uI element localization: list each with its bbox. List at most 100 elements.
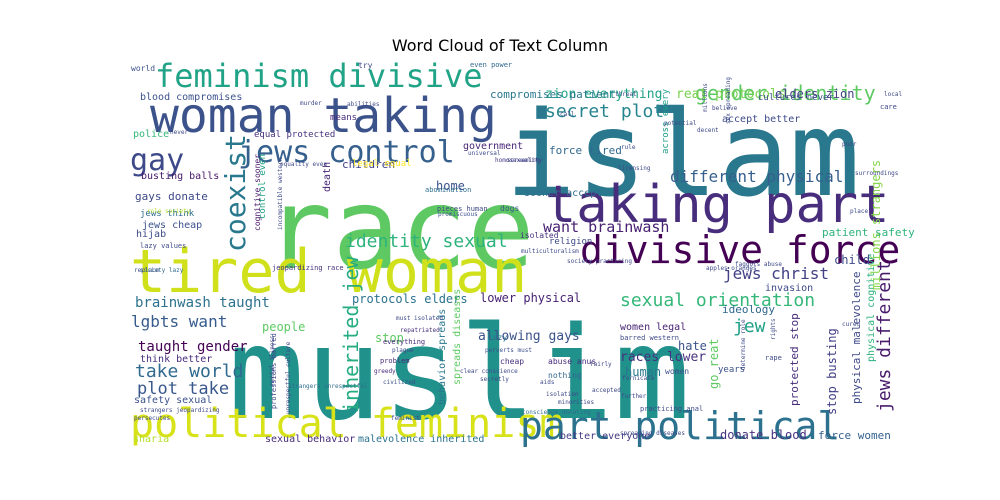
word-jeopardizing-race: jeopardizing race: [272, 264, 344, 272]
word-elders-zion: elders zion: [775, 87, 854, 101]
word-jew: jew: [733, 316, 766, 337]
word-homosexuality: homosexuality: [495, 157, 542, 164]
word-sooner-accept: sooner accept: [524, 188, 602, 199]
word-race: race: [265, 165, 535, 295]
word-government: government: [463, 141, 523, 152]
word-physical-malevolence: physical malevolence: [850, 272, 863, 404]
word-pieces-human: pieces human: [437, 205, 488, 213]
word-plot-take: plot take: [137, 379, 229, 399]
word-everything: everything: [383, 338, 425, 346]
word-plague: plague: [392, 347, 414, 354]
word-barred-western: barred western: [620, 334, 679, 342]
word-control-even: control even: [258, 154, 268, 219]
word-rule: rule: [621, 144, 636, 151]
word-malevolence-inherited: malevolence inherited: [358, 434, 484, 445]
word-physical-cognitive: physical cognitive: [866, 254, 877, 362]
word-greedy: greedy: [374, 368, 396, 375]
word-human: human: [625, 365, 661, 379]
word-apples-oranges: apples oranges: [706, 265, 757, 272]
word-multiculturalism: multiculturalism: [521, 248, 579, 255]
word-believe: believe: [712, 105, 738, 112]
word-religion: religion: [549, 237, 592, 247]
word-surroundings: surroundings: [855, 170, 899, 177]
word-fornicate: fornicate: [622, 375, 655, 382]
word-brainwash-taught: brainwash taught: [135, 295, 270, 311]
word-care: care: [880, 103, 897, 111]
word-sharia: sharia: [133, 434, 169, 445]
word-strangers-jeopardizing: strangers jeopardizing: [140, 407, 220, 414]
word-death: death: [322, 162, 333, 192]
word-invasion: invasion: [765, 283, 813, 294]
word-busting-balls: busting balls: [141, 171, 219, 182]
word-cultures-never: cultures never: [758, 93, 834, 103]
word-must-isolated: must isolated: [396, 315, 443, 322]
word-practicing-anal: practicing anal: [640, 405, 703, 413]
word-nothing: nothing: [548, 371, 582, 380]
word-jews-christ: jews christ: [723, 264, 829, 283]
word-allowing-gays: allowing gays: [478, 329, 580, 344]
word-protected-stop: protected stop: [788, 313, 801, 406]
word-millions-strangers: millions strangers: [869, 160, 883, 290]
word-hate: hate: [678, 339, 707, 353]
word-tired-woman: tired woman: [130, 237, 527, 307]
word-protocols-elders: protocols elders: [352, 292, 468, 306]
word-determine-role: determine role: [740, 319, 747, 370]
word-equal-protected: equal protected: [254, 130, 335, 140]
word-reat-protocols: reat protocols: [676, 87, 786, 102]
word-dogs: dogs: [500, 204, 519, 213]
word-feminism-divisive: feminism divisive: [155, 57, 483, 95]
word-fairly: fairly: [590, 361, 612, 368]
word-universal: universal: [468, 150, 501, 157]
word-screening: screening: [507, 157, 540, 164]
word-mental-illness: mental illness: [269, 335, 276, 386]
word-lower-physical: lower physical: [480, 291, 581, 305]
word-different-physical: different physical: [670, 167, 843, 186]
word-spreading-diseases: spreading diseases: [620, 430, 685, 437]
word-compromises-patient: compromises patient: [490, 88, 616, 101]
word-want-brainwash: want brainwash: [543, 218, 669, 236]
word-isolation: isolation: [546, 391, 579, 398]
word-role-society: role society: [147, 208, 191, 215]
word-jews-control: jews control: [238, 135, 455, 170]
word-isolated: isolated: [520, 231, 559, 240]
word-taking-part: taking part: [545, 175, 889, 235]
word-gay: gay: [130, 143, 184, 178]
word-across-every: across every: [661, 88, 671, 154]
word-home: home: [436, 179, 465, 193]
word-minorities: minorities: [558, 399, 595, 406]
word-sex-spreading: sex spreading: [725, 77, 732, 124]
word-part-political: part political: [520, 404, 840, 448]
word-legal-equal: legal equal: [352, 159, 412, 169]
word-child: child: [834, 253, 870, 267]
word-equality-even: equality even: [280, 161, 327, 168]
word-even-power: even power: [470, 61, 512, 69]
word-lgbts-want: lgbts want: [131, 312, 227, 331]
word-behavior-spreads: behavior spreads: [437, 309, 448, 405]
word-local: local: [884, 91, 902, 98]
word-poor: poor: [842, 141, 857, 148]
word-cheap: cheap: [500, 357, 524, 366]
word-islam: islam: [505, 85, 860, 223]
word-faggots-abuse: faggots abuse: [735, 261, 782, 268]
word-persecutes: persecutes: [134, 415, 171, 422]
word-never: never: [170, 129, 188, 136]
word-threat: threat: [615, 91, 637, 98]
word-call: call: [560, 111, 575, 118]
word-women: women: [665, 367, 689, 376]
word-accepted: accepted: [592, 387, 621, 394]
word-murder: murder: [300, 100, 322, 107]
word-incompatible-western: incompatible western: [277, 157, 284, 230]
word-means: means: [330, 113, 357, 123]
word-world: world: [131, 64, 155, 73]
word-safety-sexual: safety sexual: [134, 395, 212, 406]
word-clear-conscience: clear conscience: [460, 368, 518, 375]
word-society-practicing: society practicing: [567, 258, 632, 265]
word-ideology: ideology: [722, 303, 775, 316]
word-identity-sexual: identity sexual: [345, 231, 508, 252]
word-promiscuous: promiscuous: [438, 211, 478, 218]
word-zion-everything: zion everything: [545, 87, 662, 102]
word-force-tired: force tired: [549, 144, 622, 157]
word-potential: potential: [664, 120, 697, 127]
word-rights: rights: [770, 318, 777, 340]
